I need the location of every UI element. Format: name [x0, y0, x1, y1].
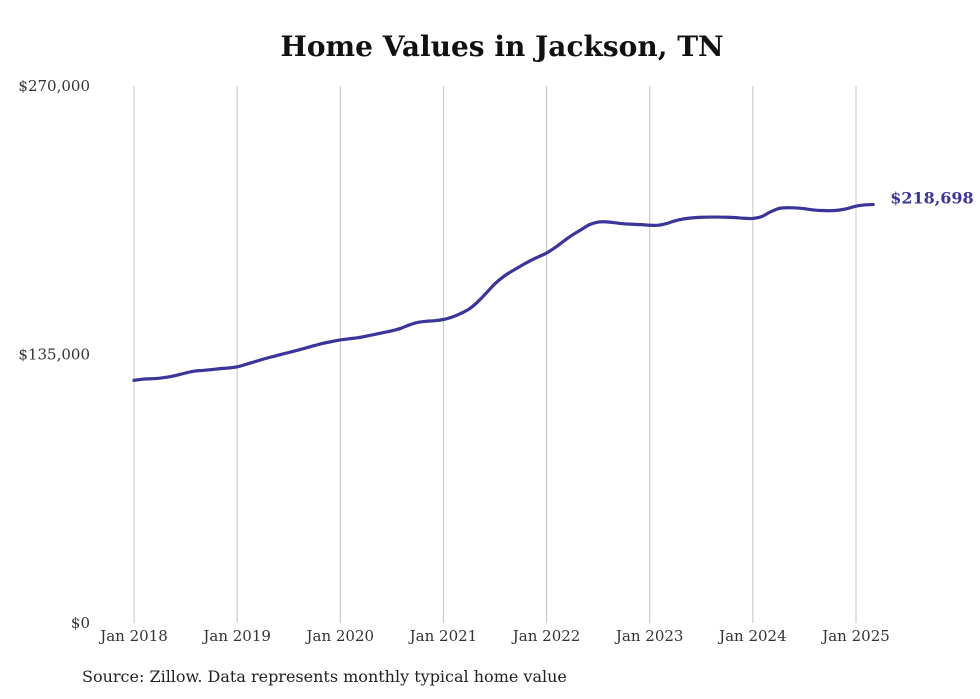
x-tick-label: Jan 2025	[820, 627, 890, 645]
x-tick-label: Jan 2020	[305, 627, 375, 645]
series-line	[132, 202, 875, 382]
y-tick-label: $0	[71, 614, 90, 632]
series-layer: $218,698	[132, 189, 974, 382]
x-tick-label: Jan 2019	[201, 627, 271, 645]
y-tick-label: $135,000	[18, 346, 90, 364]
x-tick-label: Jan 2021	[408, 627, 478, 645]
x-tick-label: Jan 2022	[511, 627, 581, 645]
x-axis-ticks: Jan 2018 Jan 2019 Jan 2020 Jan 2021 Jan 2022…	[98, 627, 890, 645]
chart-title: Home Values in Jackson, TN	[280, 30, 724, 63]
y-axis-ticks: $0 $135,000 $270,000	[18, 77, 90, 632]
gridlines	[133, 86, 857, 623]
x-tick-label: Jan 2018	[98, 627, 168, 645]
y-tick-label: $270,000	[18, 77, 90, 95]
source-note: Source: Zillow. Data represents monthly …	[82, 667, 567, 686]
x-tick-label: Jan 2024	[717, 627, 787, 645]
x-tick-label: Jan 2023	[614, 627, 684, 645]
end-value-label: $218,698	[890, 189, 974, 208]
